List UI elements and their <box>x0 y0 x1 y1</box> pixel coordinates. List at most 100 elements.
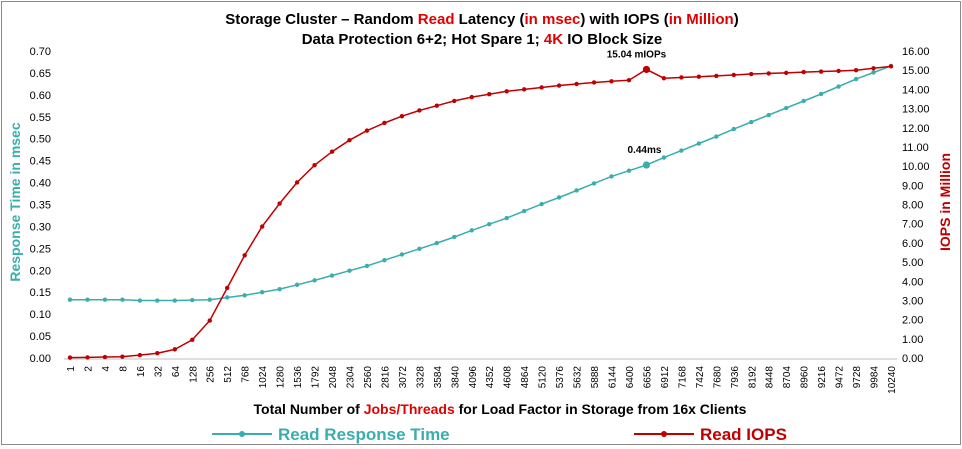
x-axis-title-part: Jobs/Threads <box>364 401 455 417</box>
x-tick-label: 8 <box>118 366 129 372</box>
read-iops-point <box>679 75 684 80</box>
read-response-time-point <box>679 148 684 153</box>
y-left-tick-label: 0.15 <box>30 287 51 299</box>
read-response-time-point <box>382 257 387 263</box>
x-tick-label: 4608 <box>503 366 514 389</box>
x-tick-label: 6144 <box>608 366 619 389</box>
data-annotation: 15.04 mIOPs <box>607 49 667 60</box>
read-iops-point <box>329 149 335 154</box>
read-response-time-point <box>417 246 422 251</box>
legend-read-response-time-marker <box>239 431 245 437</box>
x-tick-label: 3328 <box>415 366 426 389</box>
y-left-tick-label: 0.20 <box>30 265 51 277</box>
read-iops-point <box>853 67 859 73</box>
x-tick-label: 7168 <box>677 366 688 389</box>
read-response-time-point <box>364 263 370 269</box>
x-tick-label: 9472 <box>835 366 846 389</box>
x-axis-title: Total Number of Jobs/Threads for Load Fa… <box>254 401 747 417</box>
read-iops-point <box>364 128 370 133</box>
read-iops-point <box>452 98 457 104</box>
read-response-time-point <box>347 268 352 273</box>
read-response-time-point <box>225 295 230 300</box>
data-annotation: 0.44ms <box>627 145 661 156</box>
y-left-tick-label: 0.65 <box>30 68 51 80</box>
y-right-tick-label: 2.00 <box>902 315 923 327</box>
y-left-tick-label: 0.70 <box>30 46 51 58</box>
x-tick-label: 10240 <box>887 366 898 394</box>
read-response-time-line <box>70 65 892 302</box>
read-iops-point <box>888 64 894 69</box>
read-response-time-point <box>731 126 736 132</box>
read-iops-point <box>137 352 143 358</box>
read-response-time-point <box>626 168 632 173</box>
y-left-tick-label: 0.35 <box>30 200 51 212</box>
read-response-time-point <box>696 141 702 146</box>
x-tick-label: 6400 <box>625 366 636 389</box>
x-tick-label: 9216 <box>817 366 828 389</box>
read-iops-point <box>539 85 544 90</box>
read-iops-point <box>714 73 719 79</box>
y-right-tick-label: 14.00 <box>902 84 930 96</box>
read-iops-point <box>102 354 108 360</box>
x-tick-label: 512 <box>223 366 234 383</box>
chart-title-part: Storage Cluster – Random <box>225 11 418 28</box>
read-iops-point <box>696 74 702 79</box>
read-iops-point <box>661 76 667 81</box>
y-right-axis-title: IOPS in Million <box>937 153 953 251</box>
x-tick-label: 3584 <box>433 366 444 389</box>
read-response-time-point <box>85 297 90 302</box>
read-response-time-point <box>714 134 719 139</box>
chart-title: Storage Cluster – Random Read Latency (i… <box>225 11 738 28</box>
x-tick-label: 3072 <box>398 366 409 389</box>
x-tick-label: 2 <box>83 366 94 372</box>
read-response-time-point <box>312 278 317 283</box>
y-right-tick-label: 11.00 <box>902 142 929 154</box>
read-iops-point <box>225 285 230 291</box>
y-left-tick-label: 0.40 <box>30 178 51 190</box>
read-response-time-point <box>836 84 841 89</box>
x-tick-label: 8960 <box>800 366 811 389</box>
read-iops-point <box>417 108 422 113</box>
read-iops-point <box>434 103 440 108</box>
chart-title-part: in Million <box>669 11 734 28</box>
chart-title-part: Latency ( <box>454 11 524 28</box>
y-right-tick-label: 6.00 <box>902 238 923 250</box>
read-iops-point <box>190 337 195 342</box>
x-tick-label: 2560 <box>363 366 374 389</box>
x-tick-label: 7680 <box>712 366 723 389</box>
y-left-tick-label: 0.30 <box>30 221 51 233</box>
x-tick-label: 768 <box>241 366 252 383</box>
read-iops-point <box>766 71 771 76</box>
read-response-time-point <box>661 155 667 160</box>
read-iops-point <box>399 114 405 119</box>
read-iops-point <box>312 162 317 168</box>
read-iops-point <box>836 68 841 74</box>
read-response-time-point <box>642 161 651 169</box>
read-iops-point <box>277 201 282 206</box>
x-tick-label: 1536 <box>293 366 304 389</box>
read-response-time-point <box>399 252 405 257</box>
read-iops-point <box>626 77 632 83</box>
y-right-tick-label: 5.00 <box>902 257 923 269</box>
read-iops-point <box>242 253 247 258</box>
chart-subtitle-part: 4K <box>544 31 563 48</box>
x-tick-label: 8192 <box>747 366 758 389</box>
read-iops-point <box>749 71 754 77</box>
legend-read-response-time-label: Read Response Time <box>278 425 450 444</box>
read-response-time-point <box>259 290 265 295</box>
y-right-tick-label: 4.00 <box>902 276 923 288</box>
legend-read-iops-label: Read IOPS <box>700 425 787 444</box>
chart-subtitle-part: Data Protection 6+2; Hot Spare 1; <box>302 31 544 48</box>
x-tick-label: 9984 <box>870 366 881 389</box>
read-iops-point <box>259 224 265 229</box>
read-response-time-point <box>539 201 544 207</box>
read-response-time-point <box>801 98 806 104</box>
y-right-tick-label: 10.00 <box>902 161 930 173</box>
x-tick-label: 4096 <box>468 366 479 389</box>
x-tick-label: 256 <box>206 366 217 383</box>
y-left-tick-label: 0.45 <box>30 156 51 168</box>
x-tick-label: 1 <box>66 366 77 372</box>
read-iops-line <box>69 65 892 359</box>
y-left-tick-label: 0.55 <box>30 112 51 124</box>
read-response-time-point <box>207 297 212 302</box>
